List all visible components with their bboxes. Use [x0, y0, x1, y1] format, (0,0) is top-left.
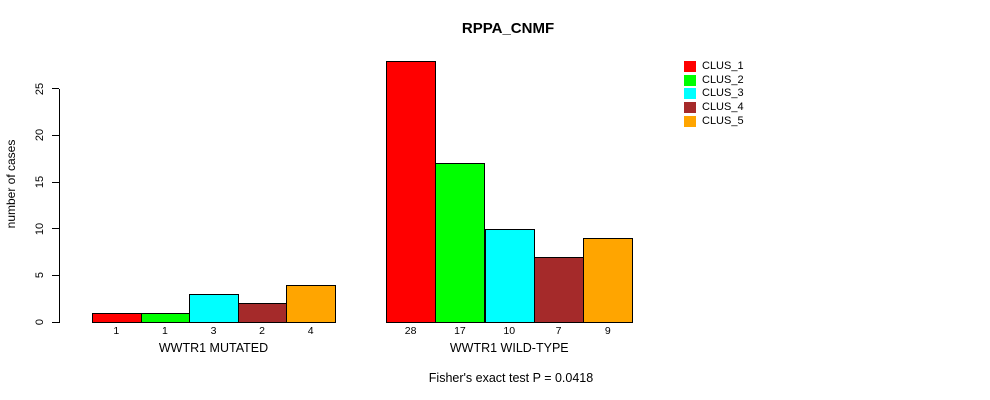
group-label: WWTR1 MUTATED	[158, 341, 269, 355]
bar-value-label: 2	[259, 325, 266, 337]
y-tick-label: 5	[34, 272, 46, 279]
y-tick-mark	[52, 88, 59, 90]
bar-clus_1	[92, 313, 142, 323]
bar-clus_1	[386, 61, 436, 323]
y-tick-mark	[52, 274, 59, 276]
legend-label: CLUS_2	[702, 73, 744, 86]
bar-value-label: 9	[604, 325, 611, 337]
bar-value-label: 17	[454, 325, 466, 337]
bar-value-label: 1	[113, 325, 120, 337]
legend-row: CLUS_4	[684, 101, 744, 115]
bar-clus_3	[189, 294, 239, 323]
bar-value-label: 3	[210, 325, 217, 337]
legend-swatch-icon	[684, 74, 696, 86]
legend-row: CLUS_2	[684, 74, 744, 88]
bar-clus_4	[534, 257, 584, 323]
legend-swatch-icon	[684, 102, 696, 114]
chart-title: RPPA_CNMF	[461, 20, 555, 37]
legend-label: CLUS_4	[702, 101, 744, 114]
legend-label: CLUS_3	[702, 87, 744, 100]
bar-clus_2	[435, 163, 485, 323]
legend-row: CLUS_5	[684, 114, 744, 128]
group-label: WWTR1 WILD-TYPE	[449, 341, 569, 355]
legend-swatch-icon	[684, 115, 696, 127]
y-tick-label: 10	[34, 222, 46, 235]
y-axis-line	[59, 89, 60, 323]
bar-value-label: 28	[404, 325, 417, 337]
bar-value-label: 7	[555, 325, 562, 337]
bar-value-label: 1	[161, 325, 168, 337]
y-tick-label: 20	[34, 129, 46, 142]
y-tick-mark	[52, 134, 59, 136]
bar-value-label: 4	[307, 325, 314, 337]
y-tick-mark	[52, 181, 59, 183]
bar-clus_5	[583, 238, 633, 323]
legend-row: CLUS_3	[684, 87, 744, 101]
legend-swatch-icon	[684, 88, 696, 100]
bar-clus_3	[485, 229, 535, 323]
y-tick-mark	[52, 321, 59, 323]
legend-label: CLUS_5	[702, 114, 744, 127]
y-tick-label: 25	[34, 82, 46, 95]
legend-row: CLUS_1	[684, 60, 744, 74]
bar-value-label: 10	[503, 325, 516, 337]
caption-fisher-test: Fisher's exact test P = 0.0418	[428, 371, 594, 385]
y-tick-label: 15	[34, 175, 46, 189]
y-tick-label: 0	[34, 318, 46, 326]
y-tick-mark	[52, 228, 59, 230]
y-axis-label: number of cases	[4, 139, 18, 229]
legend: CLUS_1 CLUS_2 CLUS_3 CLUS_4 CLUS_5	[684, 60, 744, 128]
bar-clus_2	[141, 313, 191, 323]
bar-clus_5	[286, 285, 336, 323]
bar-clus_4	[238, 303, 288, 323]
legend-label: CLUS_1	[702, 60, 744, 73]
legend-swatch-icon	[684, 61, 696, 73]
